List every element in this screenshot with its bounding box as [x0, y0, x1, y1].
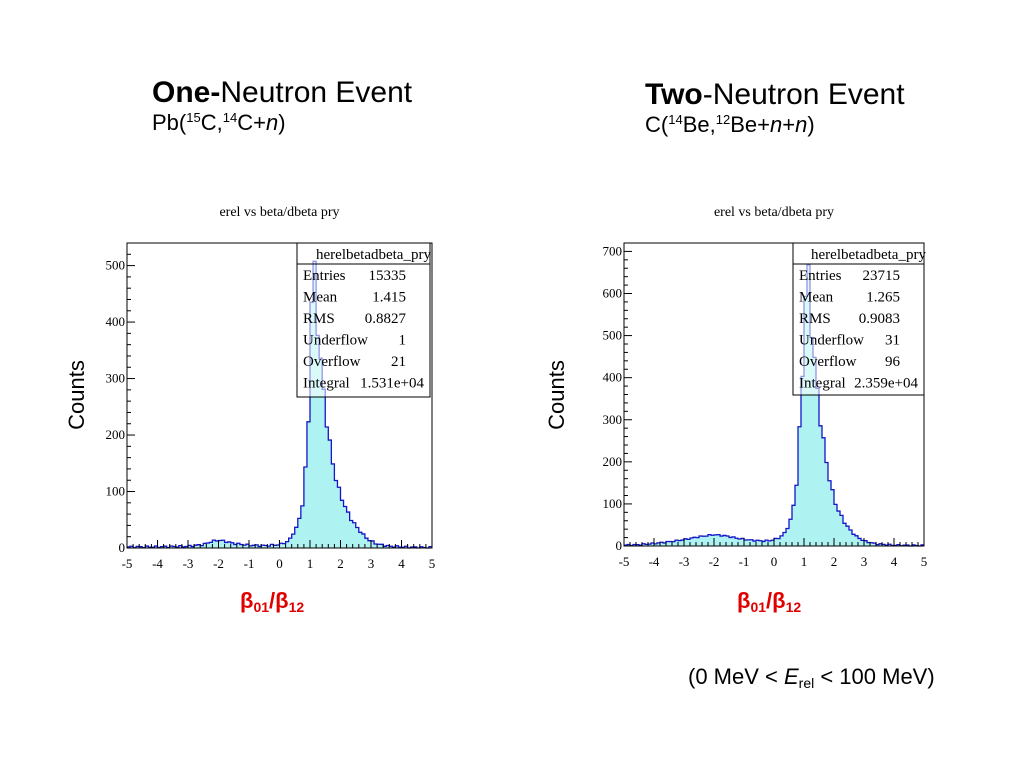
- x-tick-label: 0: [771, 554, 778, 569]
- stats-key: Overflow: [799, 354, 857, 370]
- y-tick-label: 300: [603, 412, 623, 427]
- stats-key: RMS: [303, 311, 335, 327]
- y-tick-label: 0: [616, 538, 623, 553]
- y-tick-label: 200: [106, 427, 126, 442]
- x-tick-label: 0: [276, 556, 283, 571]
- y-tick-label: 0: [119, 540, 126, 555]
- stats-key: Underflow: [303, 333, 368, 349]
- x-tick-label: -1: [739, 554, 750, 569]
- stats-box-name: herelbetadbeta_pry: [316, 247, 431, 263]
- stats-key: Mean: [799, 290, 834, 306]
- reaction-two-neutron: C(14Be,12Be+n+n): [645, 112, 815, 137]
- chart-title: erel vs beta/dbeta pry: [219, 205, 339, 220]
- x-tick-label: -3: [679, 554, 690, 569]
- x-tick-label: 5: [921, 554, 928, 569]
- reaction-one-neutron: Pb(15C,14C+n): [152, 110, 286, 135]
- chart-title: erel vs beta/dbeta pry: [714, 205, 834, 220]
- stats-key: RMS: [799, 311, 831, 327]
- stats-box-frame: [296, 242, 431, 398]
- stats-value: 1.265: [866, 290, 900, 306]
- y-tick-label: 100: [603, 496, 623, 511]
- x-tick-label: -5: [619, 554, 630, 569]
- x-tick-label: 3: [368, 556, 375, 571]
- x-tick-label: -4: [649, 554, 660, 569]
- stats-key: Entries: [799, 268, 842, 284]
- plot-panel-1: erel vs beta/dbeta pry -5 -4 -3 -2 -1 0 1 2 3 4 5 0 1…: [106, 205, 436, 571]
- energy-range-note: (0 MeV < Erel < 100 MeV): [688, 664, 935, 691]
- stats-value: 15335: [369, 268, 407, 284]
- y-tick-label: 700: [603, 243, 623, 258]
- x-tick-label: -5: [122, 556, 133, 571]
- stats-value: 2.359e+04: [854, 376, 918, 392]
- stats-key: Mean: [303, 290, 338, 306]
- x-tick-label: 1: [307, 556, 314, 571]
- y-tick-label: 200: [603, 454, 623, 469]
- heading-one-neutron: One-Neutron Event Pb(15C,14C+n): [152, 76, 412, 136]
- stats-value: 1.415: [372, 290, 406, 306]
- x-tick-label: 4: [891, 554, 898, 569]
- y-tick-label: 500: [106, 258, 126, 273]
- stats-box-name: herelbetadbeta_pry: [811, 247, 926, 263]
- y-tick-label: 500: [603, 328, 623, 343]
- x-tick-label: -3: [183, 556, 194, 571]
- stats-box: herelbetadbeta_pry Entries 23715 Mean 1.265 R…: [792, 242, 926, 396]
- stats-key: Integral: [799, 376, 846, 392]
- stats-value: 96: [885, 354, 901, 370]
- stats-key: Integral: [303, 376, 350, 392]
- stats-value: 1: [399, 333, 407, 349]
- stats-value: 1.531e+04: [360, 376, 424, 392]
- x-tick-label: -2: [213, 556, 224, 571]
- x-tick-label: 2: [831, 554, 838, 569]
- stats-value: 0.8827: [365, 311, 407, 327]
- x-tick-label: 1: [801, 554, 808, 569]
- stats-key: Underflow: [799, 333, 864, 349]
- x-tick-label: 2: [337, 556, 344, 571]
- stats-value: 0.9083: [859, 311, 900, 327]
- x-tick-label: 5: [429, 556, 436, 571]
- stats-value: 21: [391, 354, 406, 370]
- heading-two-neutron: Two-Neutron Event C(14Be,12Be+n+n): [645, 78, 905, 138]
- x-tick-label: -2: [709, 554, 720, 569]
- x-tick-label: -4: [152, 556, 163, 571]
- y-tick-label: 300: [106, 371, 126, 386]
- heading-bold: One-: [152, 76, 221, 109]
- x-tick-label: -1: [244, 556, 255, 571]
- heading-rest: -Neutron Event: [702, 78, 905, 111]
- x-axis-label-right: β01/β12: [737, 588, 802, 615]
- y-tick-label: 400: [106, 314, 126, 329]
- y-tick-label: 100: [106, 484, 126, 499]
- y-tick-label: 400: [603, 370, 623, 385]
- y-tick-label: 600: [603, 286, 623, 301]
- stats-value: 31: [885, 333, 900, 349]
- stats-key: Entries: [303, 268, 346, 284]
- stats-box-frame: [792, 242, 925, 396]
- x-tick-label: 4: [398, 556, 405, 571]
- x-axis-label-left: β01/β12: [240, 588, 305, 615]
- heading-bold: Two: [645, 78, 703, 111]
- plot-panel-2: erel vs beta/dbeta pry -5 -4 -3 -2 -1 0 1 2 3 4 5 0 1…: [603, 205, 928, 569]
- heading-rest: Neutron Event: [220, 76, 413, 109]
- stats-box: herelbetadbeta_pry Entries 15335 Mean 1.415 R…: [296, 242, 431, 398]
- stats-value: 23715: [863, 268, 901, 284]
- stats-key: Overflow: [303, 354, 361, 370]
- x-tick-label: 3: [861, 554, 868, 569]
